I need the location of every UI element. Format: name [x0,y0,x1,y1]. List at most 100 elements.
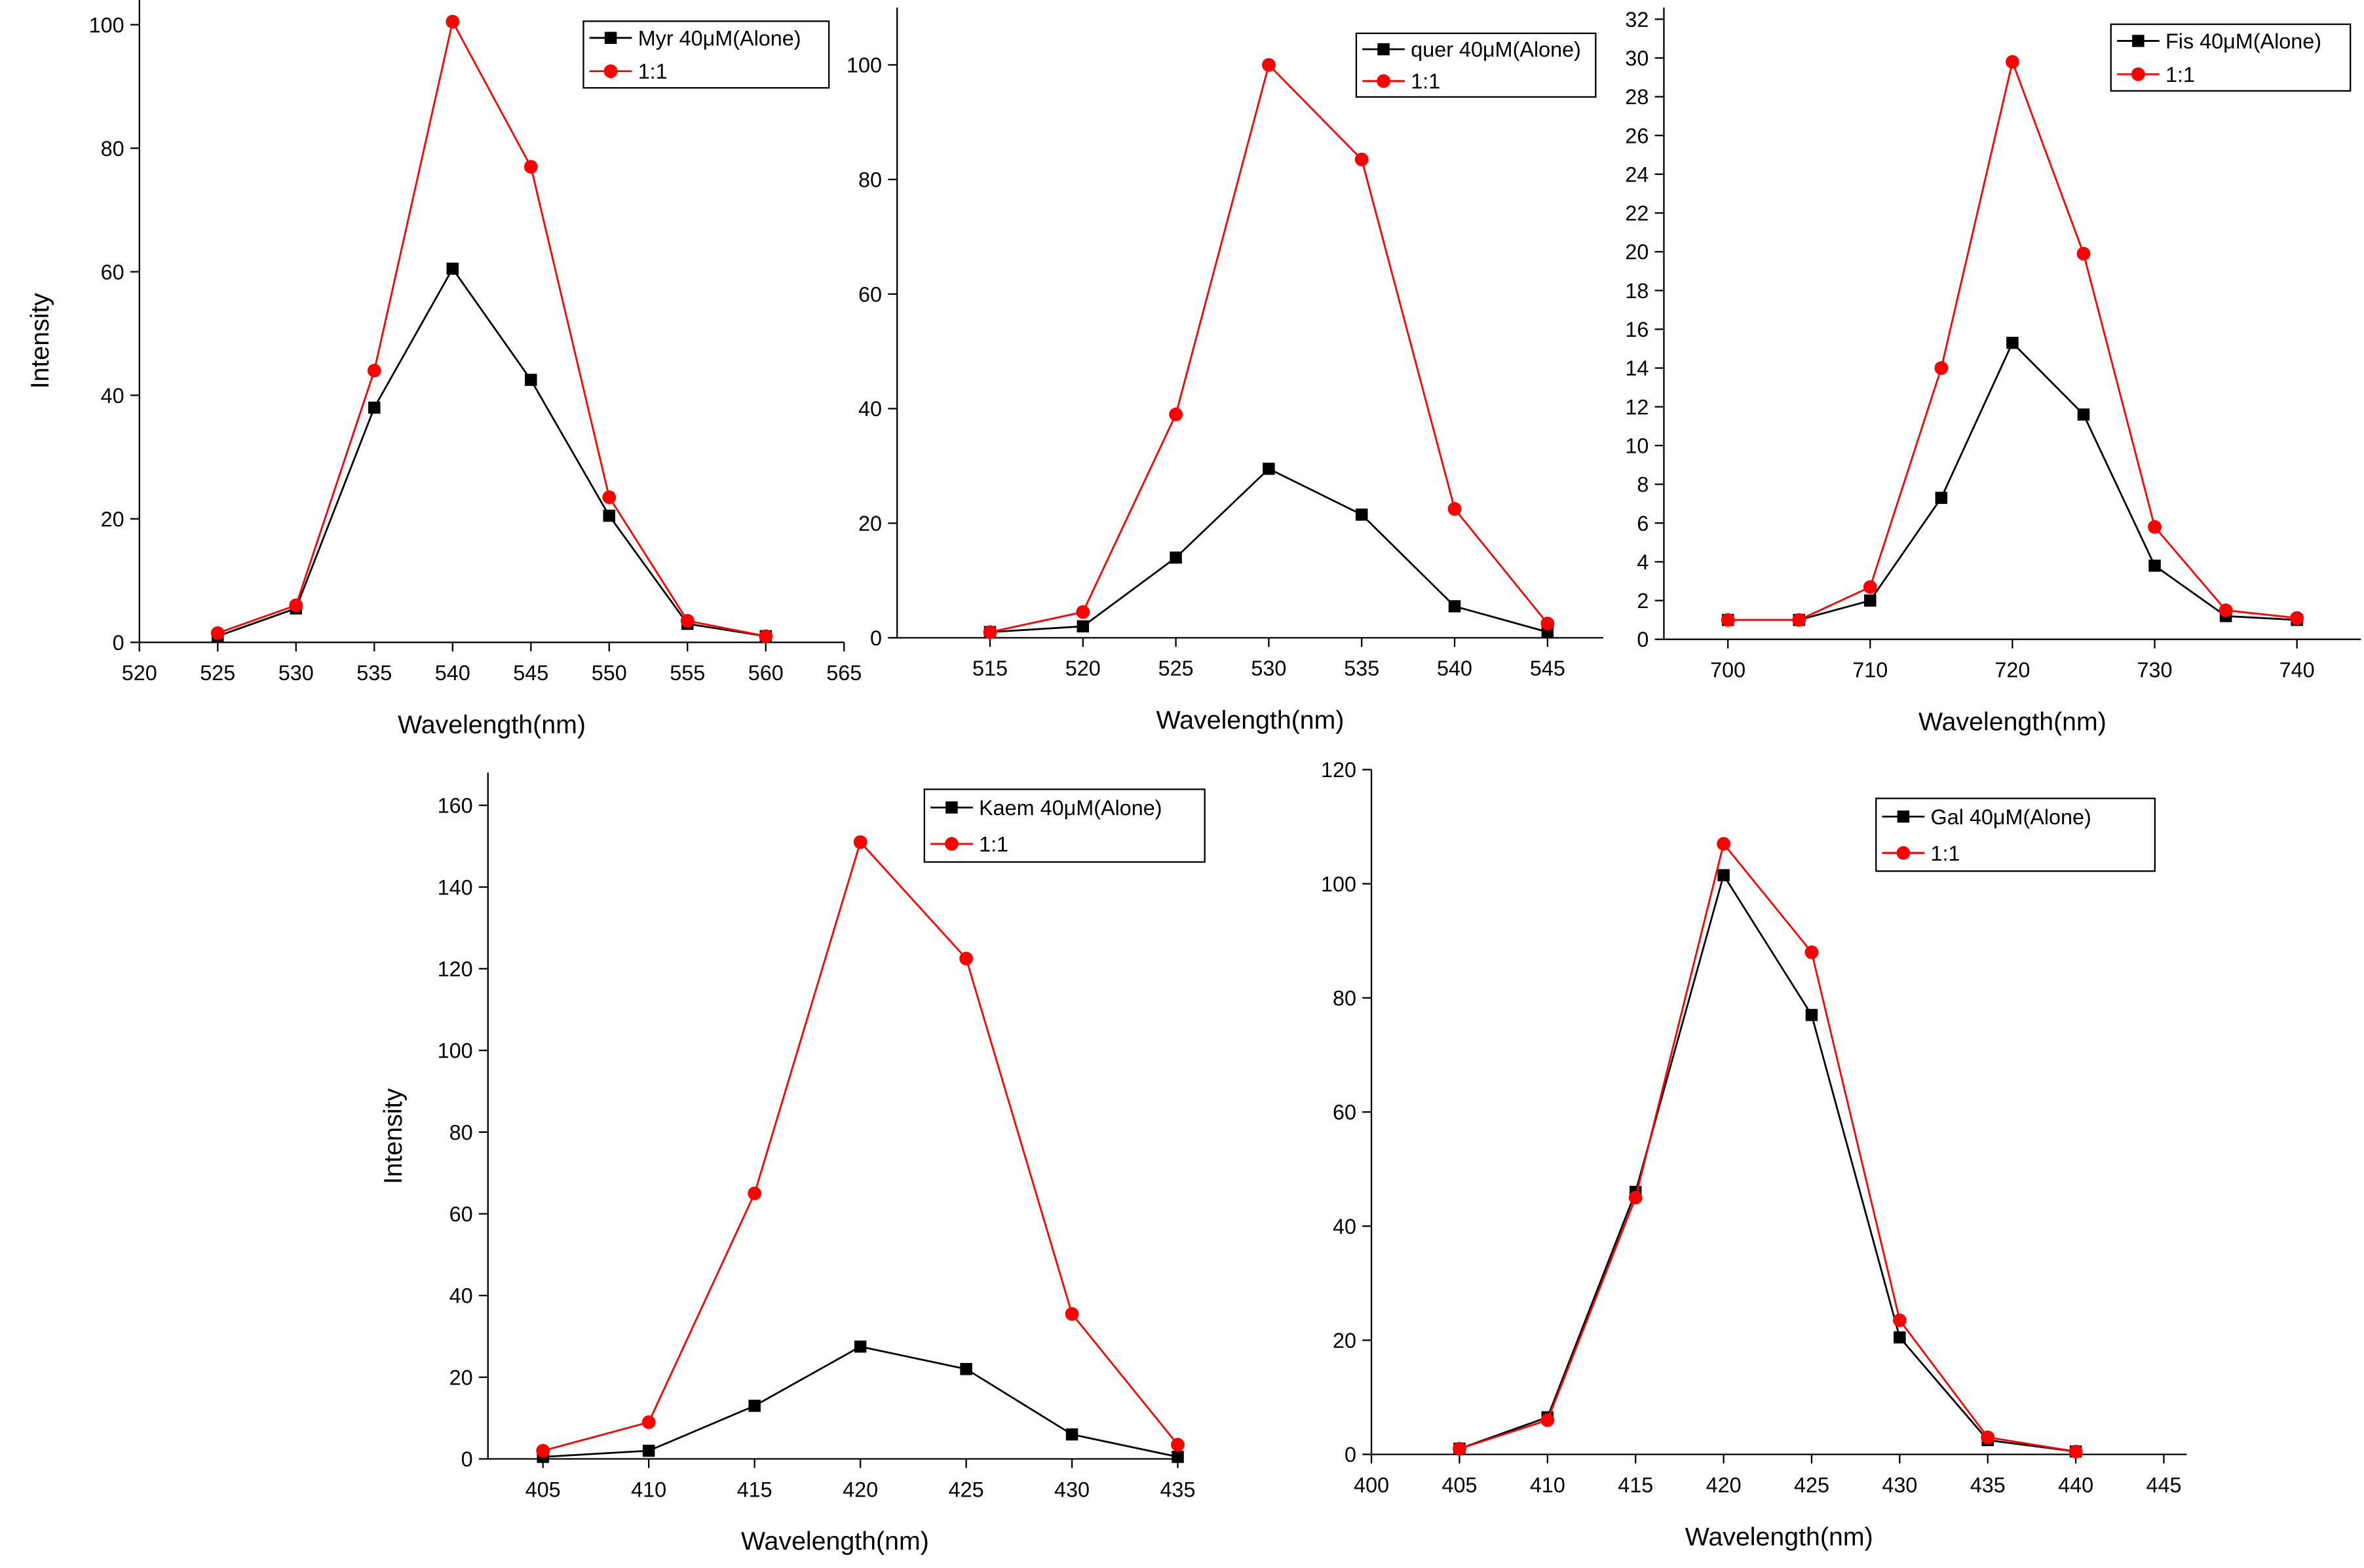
x-tick-label: 530 [278,661,314,685]
y-tick-label: 80 [101,137,124,161]
point [1453,1442,1466,1456]
point [524,160,538,174]
point [1170,551,1182,564]
x-tick-label: 555 [670,661,705,685]
x-tick-label: 545 [1530,657,1565,680]
point [1077,620,1090,633]
y-tick-label: 60 [858,282,882,306]
series-line [1728,341,2297,621]
x-tick-label: 445 [2146,1473,2181,1497]
y-tick-label: 40 [449,1284,473,1308]
x-tick-label: 525 [1158,657,1194,680]
x-axis-title: Wavelength(nm) [398,710,586,739]
y-tick-label: 20 [449,1366,473,1389]
point [603,509,616,522]
point [642,1444,655,1457]
x-tick-label: 435 [1970,1473,2006,1497]
x-axis-title: Wavelength(nm) [1918,707,2107,736]
legend-label: Myr 40μM(Alone) [638,26,801,50]
point [2076,246,2091,261]
series-line [1459,841,2076,1453]
legend-box [1875,797,2156,872]
legend-box [923,788,1206,863]
x-tick-label: 435 [1160,1478,1196,1501]
series-line [1459,873,2076,1453]
legend-marker [604,31,617,45]
x-tick-label: 530 [1251,657,1286,680]
x-tick-label: 400 [1354,1473,1389,1497]
x-tick-label: 535 [1344,657,1379,680]
x-tick-label: 525 [200,661,235,685]
x-tick-label: 420 [1706,1473,1742,1497]
point [1356,508,1368,521]
y-tick-label: 100 [1321,872,1356,896]
point [1540,617,1555,630]
point [854,1340,867,1353]
point [2148,560,2161,572]
x-tick-label: 420 [843,1478,878,1501]
x-tick-label: 440 [2058,1473,2093,1497]
point [289,598,303,613]
y-tick-label: 80 [449,1120,473,1144]
y-tick-label: 32 [1625,8,1649,31]
x-tick-label: 540 [435,661,470,685]
x-tick-label: 720 [1994,659,2030,682]
point [2068,1444,2083,1459]
point [1805,1008,1818,1022]
y-tick-label: 12 [1625,395,1649,419]
x-tick-label: 425 [949,1478,984,1501]
point [680,613,695,628]
x-tick-label: 730 [2137,659,2173,682]
point [1171,1438,1185,1452]
point [2077,408,2090,421]
legend-label: 1:1 [979,832,1008,856]
series-line [989,63,1548,633]
y-tick-label: 18 [1625,279,1649,303]
legend-label: 1:1 [638,60,668,83]
y-tick-label: 2 [1637,589,1649,613]
y-tick-label: 80 [1333,986,1356,1010]
point [536,1444,550,1458]
point [1065,1428,1078,1441]
x-tick-label: 540 [1437,657,1472,680]
x-tick-label: 515 [972,657,1008,680]
point [1981,1430,1995,1444]
x-tick-label: 550 [592,661,627,685]
legend-label: 1:1 [1931,841,1960,865]
y-tick-label: 40 [101,384,124,408]
series-line [989,467,1548,634]
x-axis-title: Wavelength(nm) [741,1527,929,1556]
point [1263,463,1275,475]
point [960,1363,972,1375]
x-tick-label: 425 [1794,1473,1829,1497]
y-tick-label: 8 [1637,473,1649,497]
point [959,951,973,966]
legend-marker [945,837,959,851]
series-line [217,267,766,638]
x-tick-label: 710 [1852,659,1888,682]
point [1804,945,1819,959]
x-tick-label: 535 [356,661,392,685]
point [1065,1307,1079,1321]
series-line [543,840,1179,1452]
point [2148,520,2162,534]
y-tick-label: 0 [1344,1443,1356,1466]
point [1262,58,1276,72]
point [1792,613,1806,627]
legend-label: 1:1 [2165,63,2195,86]
y-tick-label: 160 [438,794,473,818]
point [853,835,867,849]
series-line [543,1345,1178,1458]
point [2290,611,2304,625]
x-tick-label: 415 [1618,1473,1653,1497]
x-tick-label: 565 [826,661,862,685]
point [2006,54,2019,69]
y-tick-label: 16 [1625,318,1649,341]
point [446,262,459,275]
y-tick-label: 0 [113,631,124,655]
y-tick-label: 100 [847,54,882,77]
x-tick-label: 430 [1882,1473,1917,1497]
y-tick-label: 60 [1333,1101,1356,1124]
